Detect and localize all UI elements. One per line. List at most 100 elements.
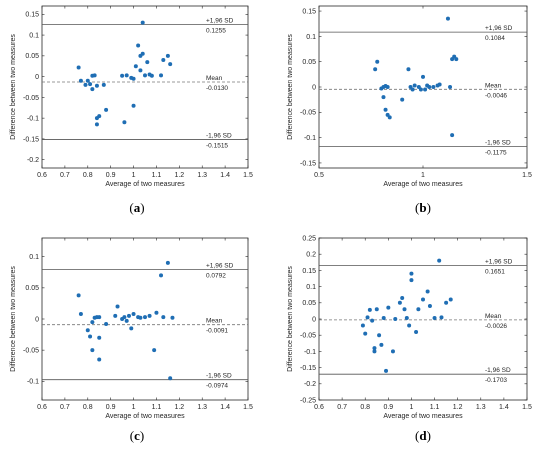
- x-tick-label: 1.2: [174, 404, 184, 411]
- data-point: [97, 315, 102, 320]
- data-point: [448, 297, 453, 302]
- x-tick-label: 1.1: [152, 172, 162, 179]
- y-tick-label: 0.1: [306, 284, 316, 291]
- x-tick-label: 0.6: [314, 404, 324, 411]
- data-point: [97, 335, 102, 340]
- data-point: [143, 73, 147, 78]
- data-point: [377, 333, 382, 338]
- data-point: [159, 273, 164, 278]
- data-point: [122, 120, 127, 125]
- mean-label: Mean: [206, 75, 223, 82]
- data-point: [372, 346, 377, 351]
- data-point: [375, 59, 380, 64]
- y-tick-label: -0.1: [27, 116, 39, 123]
- y-tick-label: 0: [312, 316, 316, 323]
- data-point: [90, 348, 95, 353]
- data-point: [400, 295, 405, 300]
- x-tick-label: 1.5: [243, 404, 253, 411]
- lower-limit-value: -0.1703: [485, 377, 507, 384]
- x-tick-label: 0.9: [106, 404, 116, 411]
- data-point: [409, 271, 414, 276]
- y-tick-label: 0: [35, 316, 39, 323]
- y-axis-label: Difference between two measures: [10, 266, 17, 372]
- data-point: [404, 316, 409, 321]
- panel-label: (a): [129, 200, 144, 215]
- x-tick-label: 1.5: [243, 172, 253, 179]
- data-point: [90, 320, 95, 325]
- data-point: [94, 83, 99, 88]
- x-tick-label: 1: [421, 172, 425, 179]
- x-tick-label: 1.1: [430, 404, 440, 411]
- data-point: [437, 82, 442, 87]
- data-point: [104, 321, 109, 326]
- data-point: [379, 342, 384, 347]
- data-point: [94, 122, 99, 127]
- upper-limit-value: 0.1255: [206, 27, 226, 34]
- mean-value: -0.0046: [485, 92, 507, 99]
- data-point: [363, 331, 368, 336]
- data-point: [85, 328, 90, 333]
- x-tick-label: 0.7: [60, 172, 70, 179]
- x-tick-label: 0.6: [37, 172, 47, 179]
- panel-label: (b): [415, 200, 431, 215]
- data-point: [143, 315, 147, 320]
- data-point: [437, 258, 442, 263]
- y-tick-label: 0: [312, 84, 316, 91]
- data-point: [126, 313, 131, 318]
- data-point: [367, 307, 372, 312]
- x-tick-label: 0.8: [360, 404, 370, 411]
- data-point: [113, 313, 118, 318]
- data-point: [97, 114, 102, 119]
- data-point: [145, 60, 150, 65]
- data-point: [418, 87, 423, 92]
- data-point: [152, 348, 157, 353]
- data-point: [129, 326, 134, 331]
- y-tick-label: -0.1: [304, 349, 316, 356]
- y-tick-label: 0.25: [302, 235, 316, 242]
- data-point: [387, 115, 392, 120]
- data-point: [170, 315, 175, 320]
- data-point: [147, 313, 152, 318]
- data-point: [165, 260, 170, 265]
- data-point: [360, 323, 365, 328]
- data-point: [165, 53, 170, 58]
- mean-label: Mean: [206, 318, 223, 325]
- data-point: [161, 315, 166, 320]
- x-tick-label: 1.4: [220, 172, 230, 179]
- y-tick-label: -0.05: [23, 348, 39, 355]
- x-tick-label: 0.5: [314, 172, 324, 179]
- data-point: [402, 307, 407, 312]
- data-point: [159, 73, 164, 78]
- y-tick-label: -0.15: [300, 365, 316, 372]
- x-tick-label: 0.8: [83, 172, 93, 179]
- data-point: [140, 51, 145, 56]
- data-point: [400, 97, 405, 102]
- upper-limit-label: +1,96 SD: [206, 263, 234, 270]
- upper-limit-value: 0.0792: [206, 273, 226, 280]
- y-tick-label: 0.15: [302, 8, 316, 15]
- data-point: [373, 67, 378, 72]
- data-point: [149, 73, 154, 78]
- y-tick-label: -0.15: [300, 160, 316, 167]
- x-tick-label: 0.8: [83, 404, 93, 411]
- upper-limit-label: +1,96 SD: [485, 259, 513, 266]
- y-tick-label: -0.05: [23, 95, 39, 102]
- y-tick-label: 0.05: [302, 59, 316, 66]
- data-point: [372, 349, 377, 354]
- y-tick-label: 0.15: [25, 12, 39, 19]
- data-point: [154, 310, 159, 315]
- data-point: [124, 318, 129, 323]
- data-point: [444, 300, 449, 305]
- data-point: [97, 357, 102, 362]
- y-tick-label: -0.2: [27, 157, 39, 164]
- data-point: [439, 315, 444, 320]
- data-point: [92, 73, 97, 78]
- data-point: [83, 82, 88, 87]
- y-tick-label: 0.15: [302, 268, 316, 275]
- x-axis-label: Average of two measures: [105, 413, 185, 420]
- data-point: [76, 65, 81, 70]
- data-point: [381, 316, 386, 321]
- x-tick-label: 1.1: [152, 404, 162, 411]
- y-axis-label: Difference between two measures: [287, 34, 294, 140]
